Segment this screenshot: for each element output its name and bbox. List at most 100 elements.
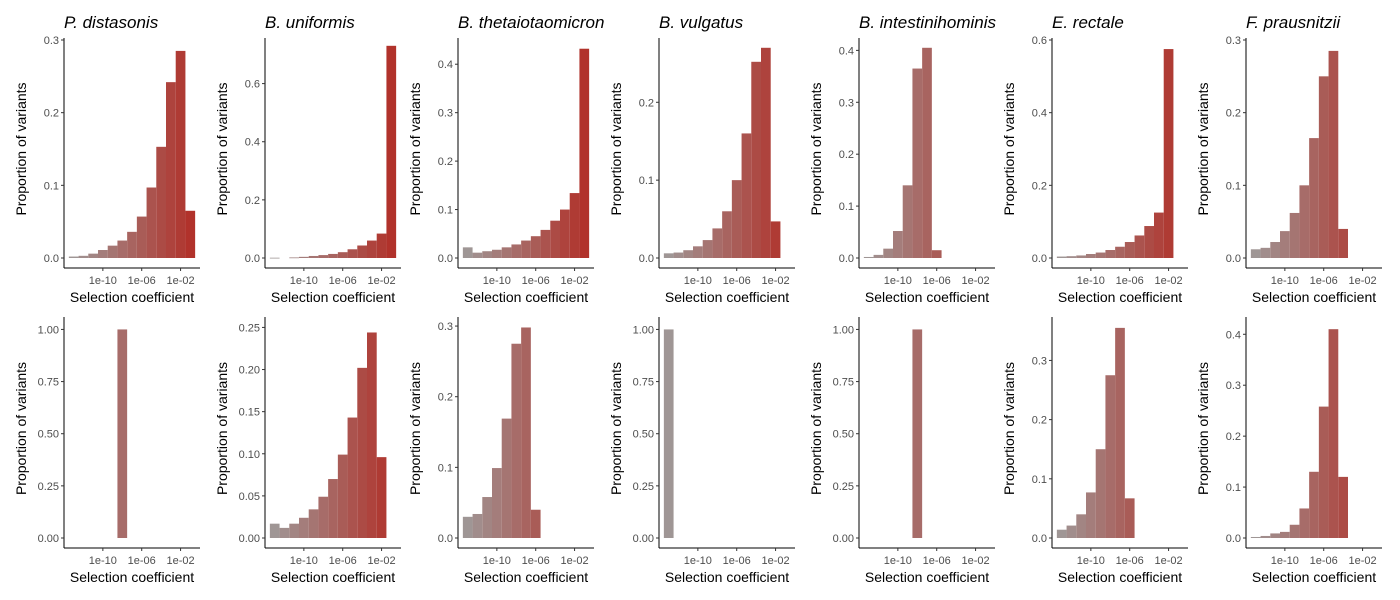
histogram-bar [318,496,329,538]
x-tick-label: 1e-06 [1310,555,1338,567]
y-tick-label: 0.25 [38,481,59,493]
histogram-bar [540,229,551,258]
histogram-bar [569,193,580,258]
histogram-bar [1154,212,1164,258]
y-axis-label: Proportion of variants [608,82,624,215]
y-tick-label: 0.1 [839,201,854,213]
x-axis-label: Selection coefficient [70,569,194,585]
x-axis-label: Selection coefficient [1058,569,1182,585]
y-tick-label: 0.2 [1032,180,1047,192]
y-tick-label: 0.1 [1226,180,1241,192]
x-tick-label: 1e-06 [329,275,357,287]
x-tick-label: 1e-06 [723,555,751,567]
histogram-bar [550,220,560,258]
histogram-bar [308,255,319,258]
chart-title: F. prausnitzii [1246,13,1341,32]
y-tick-label: 0.1 [1226,482,1241,494]
histogram-bar [761,47,771,258]
y-tick-label: 0.1 [438,462,453,474]
x-axis-label: Selection coefficient [70,289,194,305]
y-tick-label: 0.2 [639,97,654,109]
histogram-bar [579,48,590,258]
histogram-bar [146,187,157,258]
histogram-bar [482,251,492,258]
y-tick-label: 0.2 [44,108,59,120]
y-axis-label: Proportion of variants [608,362,624,495]
histogram-bar [1250,536,1261,538]
chart-panel: 0.0 0.1 0.2 0.3 0.4 1e-10 1e-06 1e-02 Selection … [1195,317,1382,585]
histogram-bar [1124,498,1135,538]
histogram-bar [873,254,884,258]
histogram-bar [136,216,147,258]
histogram-bar [367,332,377,538]
y-axis-label: Proportion of variants [1001,82,1017,215]
x-axis-label: Selection coefficient [464,569,588,585]
histogram-bar [1095,252,1106,258]
x-tick-label: 1e-06 [923,275,951,287]
x-tick-label: 1e-10 [884,555,912,567]
x-axis-label: Selection coefficient [865,569,989,585]
y-tick-label: 0.50 [833,429,854,441]
x-tick-label: 1e-10 [684,275,712,287]
x-tick-label: 1e-10 [1271,555,1299,567]
x-axis-label: Selection coefficient [665,289,789,305]
histogram-bar [289,257,299,259]
histogram-bar [462,516,473,538]
histogram-bar [922,47,932,258]
x-tick-label: 1e-02 [962,555,990,567]
histogram-bar [127,231,137,258]
y-tick-label: 0.4 [1226,329,1241,341]
x-tick-label: 1e-06 [522,275,550,287]
histogram-bar [501,418,512,538]
histogram-bar [1280,231,1290,258]
histogram-bar [357,367,367,538]
chart-title: E. rectale [1052,13,1124,32]
histogram-bar [693,246,703,258]
histogram-bar [367,240,377,258]
y-tick-label: 0.00 [38,533,59,545]
x-tick-label: 1e-10 [1271,275,1299,287]
y-tick-label: 0.2 [438,392,453,404]
histogram-bar [337,454,348,538]
y-tick-label: 0.0 [438,253,453,265]
histogram-bar [1289,524,1300,538]
histogram-bar [1163,49,1174,258]
chart-title: P. distasonis [64,13,159,32]
y-tick-label: 0.0 [839,253,854,265]
histogram-bar [712,228,723,258]
histogram-bar [741,133,752,258]
histogram-bar [1086,492,1096,538]
y-tick-label: 0.75 [38,377,59,389]
y-axis-label: Proportion of variants [1195,82,1211,215]
x-tick-label: 1e-06 [923,555,951,567]
y-tick-label: 0.50 [38,429,59,441]
y-tick-label: 0.15 [239,407,260,419]
histogram-bar [902,185,913,258]
histogram-bar [1338,228,1348,258]
histogram-bar [98,250,108,258]
histogram-bar [175,50,186,259]
chart-panel: E. rectale 0.0 0.2 0.4 0.6 1e-10 1e-06 1e-02 Sel… [1001,13,1188,305]
x-axis-label: Selection coefficient [464,289,588,305]
x-axis-label: Selection coefficient [1252,289,1376,305]
histogram-bar [1260,535,1271,538]
x-tick-label: 1e-10 [483,555,511,567]
histogram-bar [1056,256,1067,258]
histogram-bar [1086,254,1096,258]
chart-panel: B. intestinihominis 0.0 0.1 0.2 0.3 0.4 1e-10 1… [808,13,997,305]
chart-title: B. uniformis [265,13,355,32]
histogram-bar [156,146,166,258]
x-axis-label: Selection coefficient [865,289,989,305]
histogram-bar [472,513,483,538]
y-tick-label: 0.4 [839,45,854,57]
y-axis-label: Proportion of variants [808,362,824,495]
x-tick-label: 1e-10 [483,275,511,287]
histogram-bar [308,509,319,538]
histogram-bar [1144,226,1154,258]
histogram-bar [1299,185,1310,258]
x-tick-label: 1e-02 [561,275,589,287]
y-axis-label: Proportion of variants [808,82,824,215]
y-tick-label: 0.4 [1032,108,1047,120]
histogram-bar [279,527,290,538]
